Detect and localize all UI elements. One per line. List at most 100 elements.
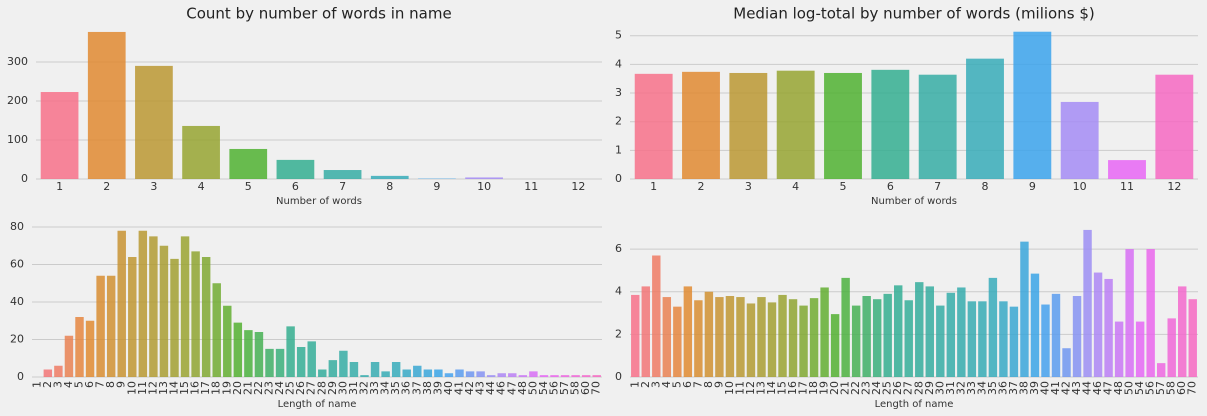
bar xyxy=(64,335,74,377)
x-tick-label: 38 xyxy=(1017,381,1030,395)
bar xyxy=(788,299,798,377)
x-tick-label: 16 xyxy=(786,381,799,395)
x-tick-label: 27 xyxy=(305,381,318,395)
y-tick-label: 80 xyxy=(10,220,24,233)
x-tick-label: 1 xyxy=(30,381,43,388)
x-tick-label: 32 xyxy=(954,381,967,395)
chart-title: Median log-total by number of words (mil… xyxy=(733,5,1094,23)
x-tick-label: 34 xyxy=(379,381,392,395)
bar xyxy=(286,326,295,377)
x-tick-label: 3 xyxy=(51,381,64,388)
x-tick-label: 23 xyxy=(860,381,873,395)
x-tick-label: 21 xyxy=(241,381,254,395)
x-tick-label: 12 xyxy=(744,381,757,395)
bar xyxy=(946,292,956,377)
bar xyxy=(138,230,148,377)
bar xyxy=(223,305,232,377)
x-axis-label: Number of words xyxy=(276,196,362,207)
bar xyxy=(592,375,601,377)
bar xyxy=(54,365,63,377)
bar xyxy=(581,375,591,377)
bar xyxy=(1013,31,1052,179)
x-tick-label: 50 xyxy=(526,381,539,395)
bar xyxy=(904,300,913,377)
x-tick-label: 12 xyxy=(571,180,585,193)
x-tick-label: 28 xyxy=(315,381,328,395)
x-axis-label: Length of name xyxy=(278,399,357,410)
x-tick-label: 35 xyxy=(389,381,402,395)
bar xyxy=(402,369,411,377)
bar xyxy=(1030,273,1040,377)
bar xyxy=(799,305,808,377)
bar xyxy=(296,347,306,377)
bar xyxy=(776,70,815,179)
bar xyxy=(1083,229,1092,377)
x-tick-label: 15 xyxy=(178,381,191,395)
x-tick-label: 12 xyxy=(1167,180,1181,193)
x-tick-label: 14 xyxy=(765,381,778,395)
bar xyxy=(391,362,401,377)
bar xyxy=(508,373,517,377)
x-tick-label: 6 xyxy=(681,381,694,388)
y-tick-label: 0 xyxy=(615,172,622,185)
x-tick-label: 29 xyxy=(923,381,936,395)
bar xyxy=(180,236,190,377)
x-tick-label: 60 xyxy=(579,381,592,395)
x-tick-label: 2 xyxy=(103,180,110,193)
x-tick-label: 13 xyxy=(754,381,767,395)
bar xyxy=(966,58,1004,179)
bar xyxy=(830,314,840,377)
x-tick-label: 10 xyxy=(125,381,138,395)
bar xyxy=(915,282,924,377)
x-tick-label: 46 xyxy=(1091,381,1104,395)
x-tick-label: 4 xyxy=(660,381,673,388)
x-tick-label: 9 xyxy=(115,381,128,388)
bar xyxy=(75,317,84,377)
bar xyxy=(978,301,987,377)
x-axis-label: Number of words xyxy=(871,196,957,207)
x-tick-label: 10 xyxy=(723,381,736,395)
bar xyxy=(999,301,1008,377)
x-tick-label: 7 xyxy=(339,180,346,193)
x-tick-label: 19 xyxy=(818,381,831,395)
x-tick-label: 18 xyxy=(807,381,820,395)
x-tick-label: 26 xyxy=(294,381,307,395)
x-tick-label: 21 xyxy=(839,381,852,395)
x-tick-label: 2 xyxy=(41,381,54,388)
bar xyxy=(497,373,506,377)
bar xyxy=(550,375,559,377)
x-tick-label: 4 xyxy=(198,180,205,193)
x-tick-label: 56 xyxy=(1144,381,1157,395)
bar xyxy=(862,296,871,377)
bar xyxy=(918,74,957,179)
bar xyxy=(413,365,422,377)
bar xyxy=(824,72,862,179)
x-tick-label: 24 xyxy=(870,381,883,395)
bar xyxy=(851,305,861,377)
x-tick-label: 8 xyxy=(386,180,393,193)
x-tick-label: 3 xyxy=(745,180,752,193)
bar xyxy=(1178,286,1187,377)
x-tick-label: 16 xyxy=(189,381,202,395)
x-tick-label: 57 xyxy=(1154,381,1167,395)
bar xyxy=(967,301,977,377)
bar xyxy=(1125,249,1134,377)
bar xyxy=(244,330,253,377)
bar xyxy=(106,275,116,377)
x-tick-label: 11 xyxy=(1120,180,1134,193)
bar xyxy=(894,285,903,377)
x-tick-label: 37 xyxy=(1007,381,1020,395)
bar xyxy=(43,369,53,377)
bar xyxy=(1167,318,1176,377)
x-tick-label: 48 xyxy=(516,381,529,395)
x-tick-label: 9 xyxy=(1029,180,1036,193)
x-tick-label: 17 xyxy=(797,381,810,395)
x-tick-label: 1 xyxy=(650,180,657,193)
x-tick-label: 18 xyxy=(210,381,223,395)
bar xyxy=(1062,348,1071,377)
y-tick-label: 60 xyxy=(10,258,24,271)
x-tick-label: 42 xyxy=(1060,381,1073,395)
x-tick-label: 39 xyxy=(431,381,444,395)
x-tick-label: 29 xyxy=(326,381,339,395)
x-tick-label: 5 xyxy=(73,381,86,388)
